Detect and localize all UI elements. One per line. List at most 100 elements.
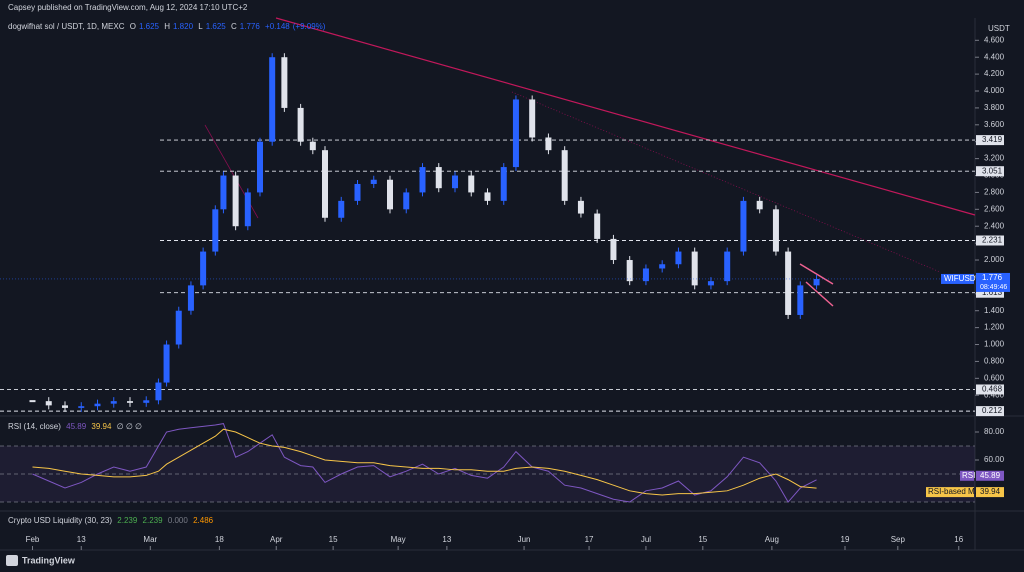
candle xyxy=(78,406,85,408)
symbol-badge xyxy=(941,273,974,284)
price-label: 1.776 xyxy=(982,273,1003,282)
price-badge xyxy=(976,272,1010,292)
candle xyxy=(724,251,731,282)
ohlc-value: 1.625 xyxy=(205,22,226,31)
x-tick-label: 15 xyxy=(329,535,338,544)
rsi-legend: RSI (14, close) 45.89 39.94 ∅ ∅ ∅ xyxy=(8,422,145,431)
ohlc-name: L xyxy=(198,22,203,31)
candle xyxy=(512,99,519,168)
candle xyxy=(468,175,475,193)
candle xyxy=(175,310,182,345)
candle xyxy=(269,57,276,142)
y-tick-label: 3.200 xyxy=(984,154,1005,163)
candle xyxy=(435,167,442,189)
liquidity-legend: Crypto USD Liquidity (30, 23) 2.239 2.23… xyxy=(8,516,216,525)
y-tick-label: 80.00 xyxy=(984,427,1005,436)
x-tick-label: May xyxy=(391,535,406,544)
brand: TradingView xyxy=(22,555,76,565)
candle xyxy=(500,167,507,201)
candle xyxy=(813,278,820,286)
candle xyxy=(322,150,328,218)
y-tick-label: 2.800 xyxy=(984,188,1005,197)
candle xyxy=(785,251,792,315)
candle xyxy=(707,281,714,286)
y-tick-label: 4.200 xyxy=(984,69,1005,78)
x-tick-label: Jul xyxy=(641,535,651,544)
level-label: 2.231 xyxy=(982,236,1003,245)
y-tick-label: 0.800 xyxy=(984,357,1005,366)
series-value: 45.89 xyxy=(980,471,1001,480)
candle xyxy=(244,192,251,227)
level-badge xyxy=(976,384,1004,395)
candle xyxy=(94,403,101,407)
candle xyxy=(187,285,194,311)
candle xyxy=(740,200,747,252)
candle xyxy=(110,401,117,404)
candle xyxy=(484,192,491,201)
currency-label: USDT xyxy=(988,24,1010,33)
y-tick-label: 0.600 xyxy=(984,373,1005,382)
countdown-label: 08:49:46 xyxy=(980,284,1007,291)
liquidity-title: Crypto USD Liquidity (30, 23) xyxy=(8,516,113,525)
rsi-line xyxy=(32,428,817,496)
candle xyxy=(529,99,536,138)
level-badge xyxy=(976,287,1004,298)
flag-line xyxy=(805,281,834,307)
candle xyxy=(354,183,361,201)
ohlc-name: C xyxy=(230,22,237,31)
x-tick-label: Sep xyxy=(891,535,906,544)
candle xyxy=(403,192,410,210)
candle xyxy=(545,137,552,151)
level-label: 0.468 xyxy=(982,385,1003,394)
liquidity-value: 2.239 xyxy=(117,516,138,525)
trend-line-dotted xyxy=(511,91,941,273)
series-name: RSI xyxy=(962,471,975,480)
ohlc-value: 1.776 xyxy=(239,22,260,31)
candle xyxy=(309,141,316,151)
flag-line xyxy=(799,263,834,285)
change: +0.148 xyxy=(265,22,290,31)
symbol-label: WIFUSDT xyxy=(944,274,981,283)
x-tick-label: 17 xyxy=(585,535,594,544)
x-tick-label: 13 xyxy=(442,535,451,544)
series-value: 39.94 xyxy=(980,487,1001,496)
series-badge xyxy=(960,470,974,481)
candle xyxy=(143,400,150,403)
candle xyxy=(387,179,393,210)
rsi-value: 45.89 xyxy=(66,422,87,431)
candle xyxy=(626,260,633,282)
rsi-line xyxy=(32,423,817,503)
candle xyxy=(594,213,601,239)
y-tick-label: 4.600 xyxy=(984,35,1005,44)
change-pct: (+9.09%) xyxy=(292,22,326,31)
x-tick-label: Mar xyxy=(143,535,157,544)
ohlc-name: H xyxy=(164,22,170,31)
candle xyxy=(200,251,207,286)
candle xyxy=(610,238,617,261)
candle xyxy=(419,167,426,193)
candle xyxy=(220,175,227,210)
y-tick-label: 2.400 xyxy=(984,221,1005,230)
candle xyxy=(212,209,219,252)
series-name: RSI-based MA xyxy=(928,487,981,496)
x-tick-label: 15 xyxy=(698,535,707,544)
candle xyxy=(797,285,804,315)
liquidity-value: 2.486 xyxy=(193,516,214,525)
candle xyxy=(756,200,763,210)
series-badge xyxy=(926,487,974,498)
brand-logo xyxy=(6,555,18,566)
x-tick-label: Apr xyxy=(270,535,283,544)
candle xyxy=(163,344,170,383)
candle xyxy=(370,179,377,184)
level-badge xyxy=(976,406,1004,417)
candle xyxy=(297,107,304,142)
candle xyxy=(62,405,68,408)
x-tick-label: 19 xyxy=(841,535,850,544)
publish-info: Capsey published on TradingView.com, Aug… xyxy=(8,3,248,12)
candle xyxy=(772,209,779,252)
level-badge xyxy=(976,235,1004,246)
value-badge xyxy=(976,470,1004,481)
x-tick-label: Jun xyxy=(518,535,531,544)
